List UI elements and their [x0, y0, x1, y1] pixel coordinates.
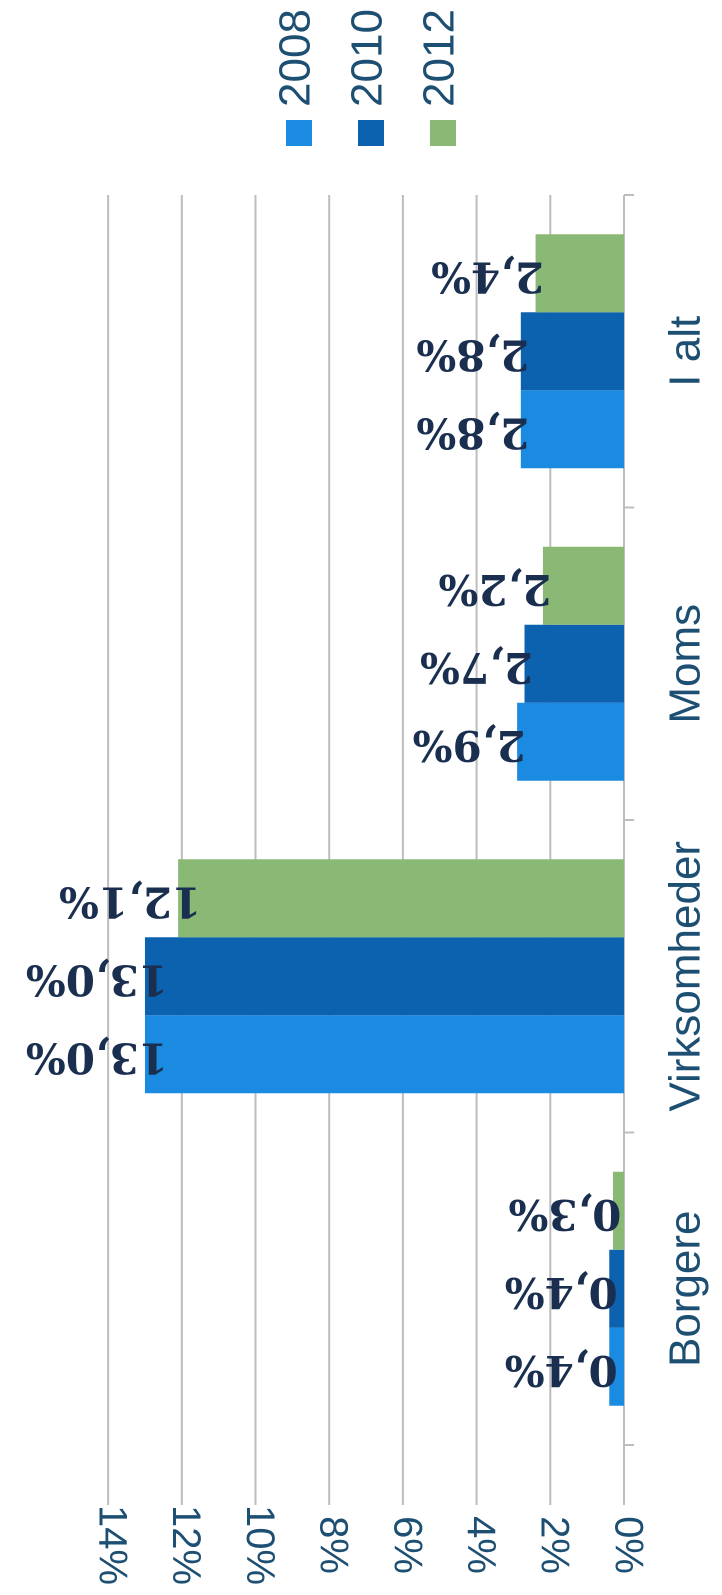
legend-swatch [358, 120, 384, 146]
data-label: 2,8% [416, 330, 529, 379]
data-label: 2,7% [420, 643, 533, 692]
data-label: 2,2% [438, 565, 551, 614]
value-tick-label: 14% [91, 1505, 135, 1585]
bar [520, 312, 624, 391]
data-label: 12,1% [59, 877, 201, 926]
bar [178, 859, 625, 938]
bar [517, 702, 624, 781]
value-tick-label: 2% [533, 1516, 577, 1574]
legend: 2008 2010 2012 [271, 9, 464, 146]
legend-label: 2008 [271, 9, 320, 107]
bar [535, 234, 624, 313]
data-label: 0,4% [505, 1346, 618, 1395]
bar [144, 937, 624, 1016]
category-label: Moms [661, 604, 710, 724]
value-tick-label: 12% [164, 1505, 208, 1585]
data-label: 13,0% [26, 955, 168, 1004]
data-label: 0,4% [505, 1268, 618, 1317]
value-tick-label: 10% [238, 1505, 282, 1585]
category-label: I alt [661, 316, 710, 387]
category-label: Virksomheder [661, 841, 710, 1112]
bar [144, 1015, 624, 1094]
plot-area: 0% 2% 4% 6% 8% 10% 12% 14% 0,4% 0,4% 0,3% Borgere 13… [26, 194, 710, 1585]
legend-label: 2010 [343, 9, 392, 107]
data-label: 2,4% [431, 252, 544, 301]
value-tick-label: 6% [385, 1516, 429, 1574]
legend-swatch [286, 120, 312, 146]
bar [542, 546, 624, 625]
bar [524, 624, 624, 703]
bar [609, 1327, 624, 1406]
legend-swatch [430, 120, 456, 146]
legend-label: 2012 [415, 9, 464, 107]
value-tick-label: 0% [606, 1516, 650, 1574]
value-tick-label: 8% [312, 1516, 356, 1574]
bar [609, 1249, 624, 1328]
bar [520, 390, 624, 469]
value-tick-label: 4% [459, 1516, 503, 1574]
data-label: 0,3% [508, 1190, 621, 1239]
data-label: 2,9% [413, 721, 526, 770]
data-label: 2,8% [416, 408, 529, 457]
data-label: 13,0% [26, 1033, 168, 1082]
category-label: Borgere [661, 1210, 710, 1367]
bar [612, 1171, 624, 1250]
